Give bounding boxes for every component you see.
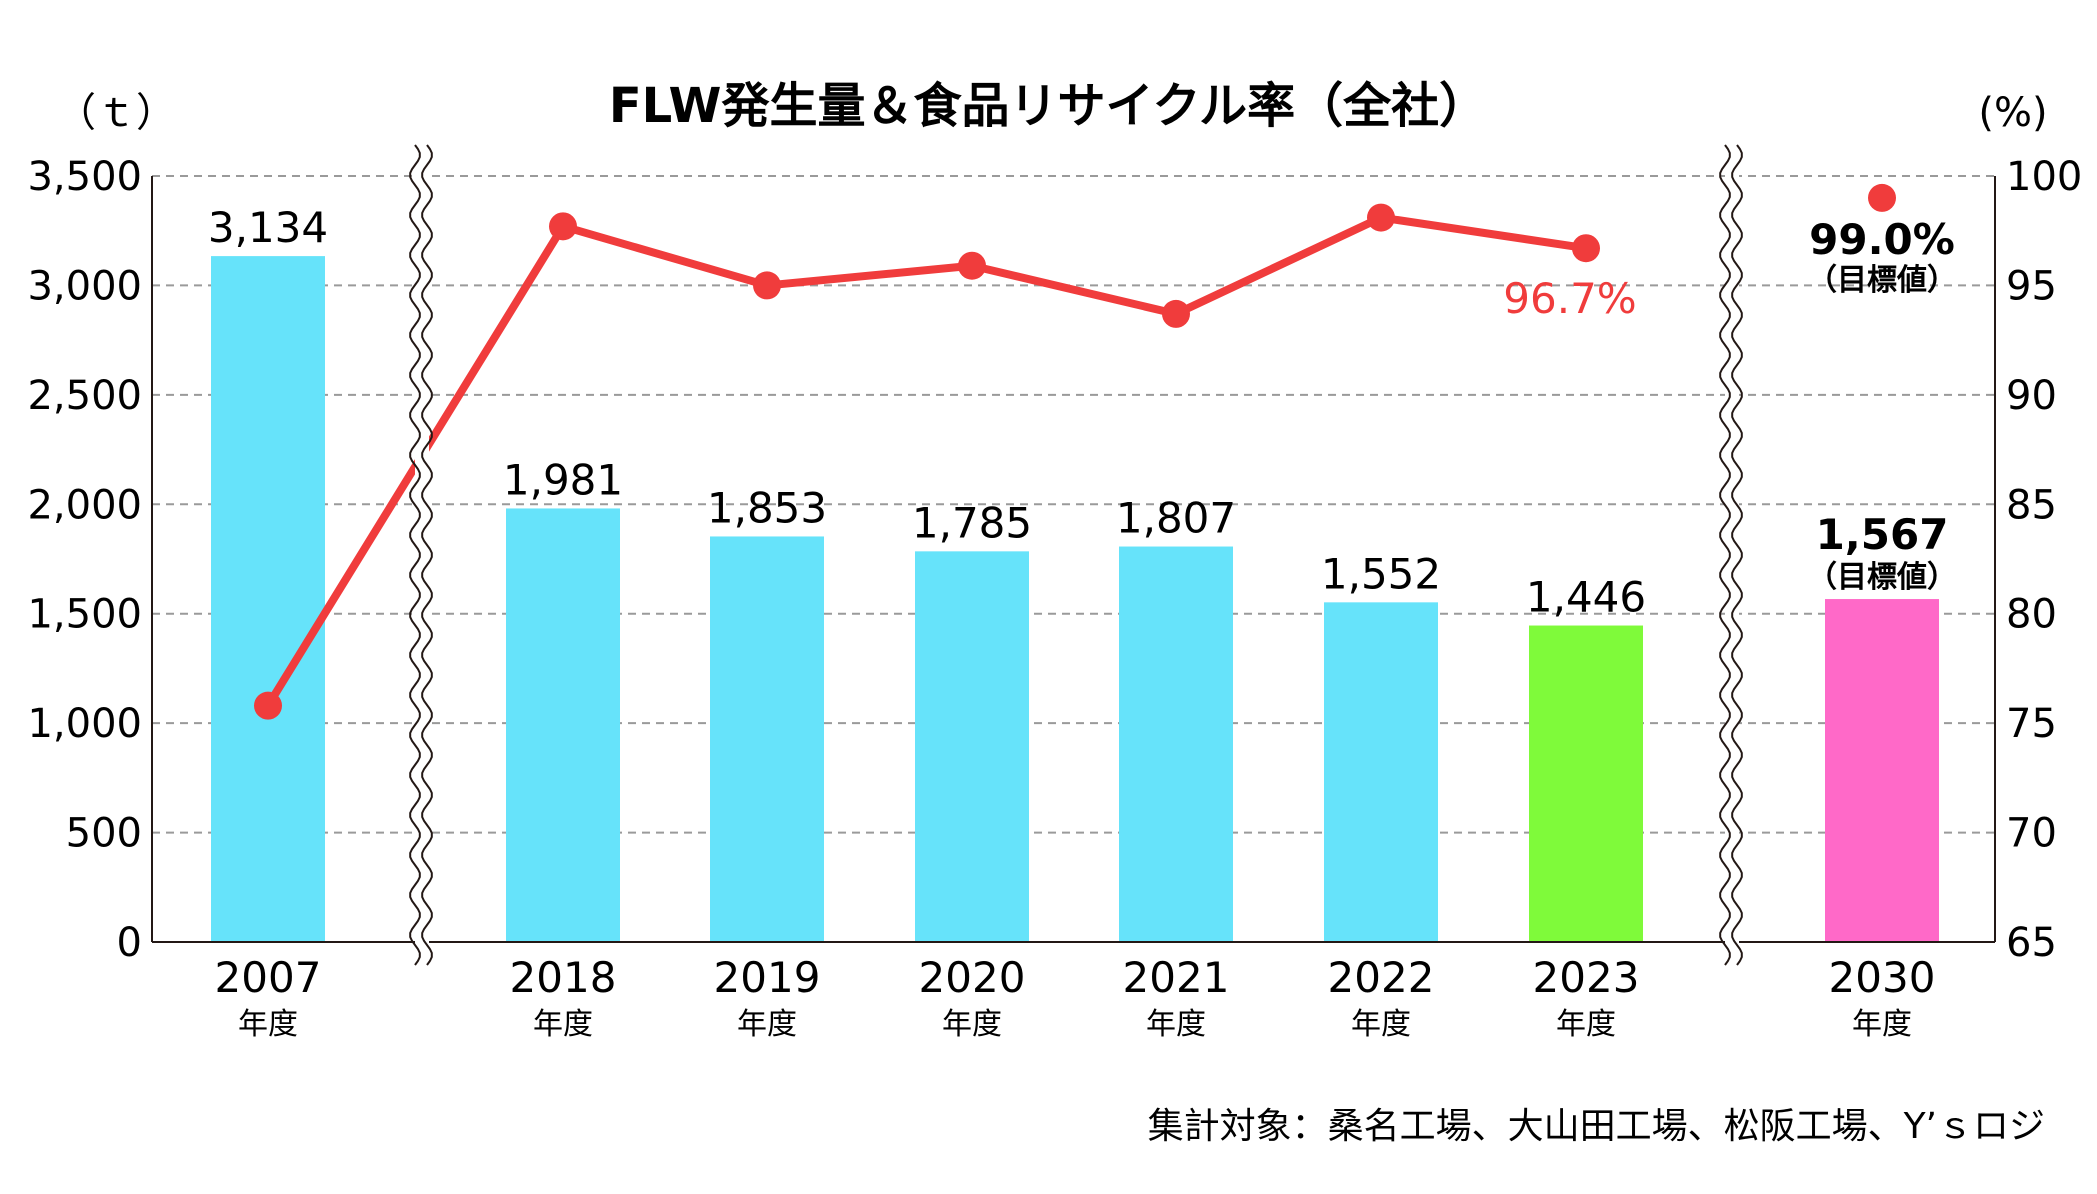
bar — [506, 508, 620, 942]
left-tick-label: 2,500 — [27, 373, 142, 419]
category-suffix: 年度 — [1351, 1007, 1411, 1042]
category-suffix: 年度 — [737, 1007, 797, 1042]
category-label: 2022 — [1328, 953, 1435, 1002]
bar-value-label: 1,853 — [707, 483, 827, 532]
bar-value-labels: 3,134 1,981 1,853 1,785 1,807 1,552 1,446 1,567… — [208, 203, 1957, 621]
bar-value-label: 1,785 — [912, 498, 1032, 547]
left-axis-ticks: 0 500 1,000 1,500 2,000 2,500 3,000 3,500 — [27, 154, 142, 966]
footnote: 集計対象：桑名工場、大山田工場、松阪工場、Y’ｓロジ — [1148, 1106, 2045, 1147]
break-gap — [415, 140, 429, 970]
bar — [915, 551, 1029, 942]
bar-value-label: 1,567 — [1816, 510, 1949, 559]
category-suffix: 年度 — [1852, 1007, 1912, 1042]
line-point — [958, 251, 986, 280]
category-suffix: 年度 — [1146, 1007, 1206, 1042]
line-point — [1572, 234, 1600, 263]
bar-value-label: 1,552 — [1321, 549, 1441, 598]
bar — [1825, 599, 1939, 942]
break-wave — [421, 144, 433, 966]
target-point — [1868, 183, 1896, 212]
chart-title: FLW発生量＆食品リサイクル率（全社） — [609, 78, 1487, 134]
left-tick-label: 3,500 — [27, 154, 142, 200]
bar-value-label: 1,807 — [1116, 494, 1236, 543]
bar — [1324, 602, 1438, 942]
bar-value-label: 3,134 — [208, 203, 328, 252]
category-suffix: 年度 — [238, 1007, 298, 1042]
right-tick-label: 95 — [2006, 263, 2057, 309]
bar — [1119, 546, 1233, 942]
line-point — [1367, 203, 1395, 232]
target-sub-label: （目標値） — [1807, 263, 1957, 298]
right-tick-label: 70 — [2006, 811, 2057, 857]
bar-target-sub-label: （目標値） — [1807, 560, 1957, 595]
line-point — [753, 271, 781, 300]
line-point — [1162, 299, 1190, 328]
left-tick-label: 3,000 — [27, 263, 142, 309]
category-label: 2019 — [714, 953, 821, 1002]
right-axis-unit: (%) — [1978, 90, 2047, 136]
category-suffix: 年度 — [1556, 1007, 1616, 1042]
bar — [710, 536, 824, 942]
bar — [211, 256, 325, 943]
category-suffix: 年度 — [533, 1007, 593, 1042]
left-axis-unit: （ｔ） — [56, 90, 176, 136]
category-label: 2018 — [510, 953, 617, 1002]
line-point — [549, 212, 577, 241]
break-wave — [1731, 144, 1743, 966]
right-tick-label: 85 — [2006, 482, 2057, 528]
break-wave — [409, 144, 421, 966]
break-gap — [1725, 140, 1739, 970]
bar — [1529, 625, 1643, 942]
category-label: 2030 — [1829, 953, 1936, 1002]
bar-value-label: 1,981 — [503, 455, 623, 504]
right-axis-ticks: 65 70 75 80 85 90 95 100 — [2006, 154, 2082, 966]
category-label: 2020 — [919, 953, 1026, 1002]
right-tick-label: 65 — [2006, 920, 2057, 966]
category-suffix: 年度 — [942, 1007, 1002, 1042]
category-labels: 2007 年度 2018 年度 2019 年度 2020 年度 2021 年度 2022 年度 2023… — [215, 953, 1936, 1042]
left-tick-label: 0 — [117, 920, 142, 966]
left-tick-label: 1,000 — [27, 701, 142, 747]
target-value-label: 99.0% — [1809, 215, 1955, 264]
left-tick-label: 2,000 — [27, 482, 142, 528]
right-tick-label: 100 — [2006, 154, 2082, 200]
bar-series — [211, 256, 1939, 943]
category-label: 2007 — [215, 953, 322, 1002]
right-tick-label: 90 — [2006, 373, 2057, 419]
left-tick-label: 500 — [66, 811, 142, 857]
category-label: 2023 — [1533, 953, 1640, 1002]
left-tick-label: 1,500 — [27, 592, 142, 638]
bar-value-label: 1,446 — [1526, 573, 1646, 622]
line-highlight-label: 96.7% — [1503, 274, 1636, 323]
line-point — [254, 691, 282, 720]
right-tick-label: 75 — [2006, 701, 2057, 747]
axis-break-marks — [409, 140, 1743, 970]
right-tick-label: 80 — [2006, 592, 2057, 638]
category-label: 2021 — [1123, 953, 1230, 1002]
line-series: 96.7%99.0%（目標値） — [254, 183, 1957, 720]
break-wave — [1719, 144, 1731, 966]
